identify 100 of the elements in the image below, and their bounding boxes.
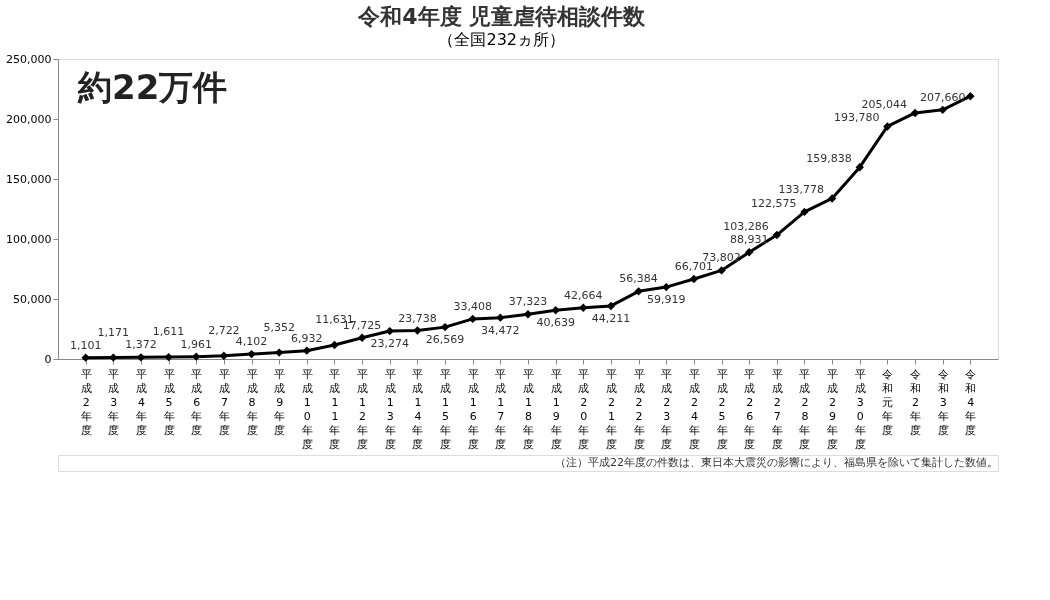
point <box>634 287 643 296</box>
point <box>357 333 367 342</box>
y-tick-label: 100,000 <box>6 232 52 246</box>
point <box>827 194 837 203</box>
data-label: 103,286 <box>723 220 769 234</box>
point <box>247 349 256 359</box>
x-tick-label: 平成30年度 <box>854 367 866 451</box>
data-label: 4,102 <box>235 335 268 349</box>
point <box>274 348 284 357</box>
x-tick-label: 平成29年度 <box>827 367 839 451</box>
x-tick-label: 平成3年度 <box>108 367 120 437</box>
point <box>468 314 477 324</box>
data-label: 2,722 <box>208 323 240 337</box>
x-tick-label: 平成8年度 <box>246 367 258 437</box>
point <box>938 105 947 114</box>
x-tick-label: 平成5年度 <box>163 367 175 437</box>
point <box>883 122 892 131</box>
point <box>579 303 588 312</box>
point <box>192 352 201 361</box>
data-label: 207,660 <box>919 90 966 104</box>
x-tick-label: 平成7年度 <box>218 367 230 437</box>
point <box>164 352 173 362</box>
data-label: 23,738 <box>398 311 437 325</box>
data-label: 193,780 <box>833 111 880 125</box>
data-label: 159,838 <box>806 152 852 166</box>
x-tick-label: 令和3年度 <box>937 367 949 437</box>
data-label: 44,211 <box>591 311 631 325</box>
data-label: 56,384 <box>619 272 658 286</box>
data-label: 1,101 <box>69 338 102 352</box>
x-tick-label: 平成28年度 <box>799 367 811 451</box>
y-tick-label: 250,000 <box>6 52 52 66</box>
x-tick-label: 平成9年度 <box>274 367 286 437</box>
x-tick-label: 平成22年度 <box>633 367 645 451</box>
x-tick-label: 平成2年度 <box>80 367 92 437</box>
chart-subtitle: （全国232ヵ所） <box>438 29 566 49</box>
point <box>855 163 864 172</box>
text: （注）平成22年度の件数は、東日本大震災の影響により、福島県を除いて集計した数値。 <box>555 456 998 469</box>
x-tick-label: 平成21年度 <box>605 367 617 451</box>
point <box>330 340 339 350</box>
data-label: 5,352 <box>263 320 295 334</box>
point <box>662 282 671 292</box>
data-label: 40,639 <box>536 316 575 330</box>
data-label: 133,778 <box>778 183 825 197</box>
point <box>81 353 90 362</box>
x-tick-label: 平成12年度 <box>357 367 369 451</box>
x-tick-label: 平成16年度 <box>467 367 479 451</box>
x-tick-label: 平成24年度 <box>688 367 700 451</box>
x-tick-label: 平成15年度 <box>440 367 452 451</box>
x-tick-label: 令和4年度 <box>965 367 977 437</box>
x-tick-label: 平成19年度 <box>550 367 562 451</box>
point <box>606 301 616 311</box>
annotation: 約22万件 <box>77 67 228 107</box>
x-tick-label: 平成17年度 <box>495 367 507 451</box>
x-tick-label: 平成25年度 <box>716 367 728 451</box>
data-label: 23,274 <box>370 337 410 351</box>
y-tick-label: 0 <box>44 352 52 366</box>
chart-title: 令和4年度 児童虐待相談件数 <box>357 3 647 29</box>
data-label: 34,472 <box>481 323 520 337</box>
data-label: 37,323 <box>508 295 548 309</box>
y-tick-label: 150,000 <box>6 172 52 186</box>
x-tick-label: 平成11年度 <box>329 367 341 451</box>
point <box>523 310 533 319</box>
data-label: 1,372 <box>125 338 157 352</box>
data-label: 6,932 <box>291 331 323 345</box>
x-tick-label: 平成14年度 <box>412 367 424 451</box>
x-tick-label: 平成6年度 <box>191 367 203 437</box>
x-tick-label: 令和2年度 <box>910 367 922 437</box>
x-tick-label: 平成27年度 <box>771 367 783 451</box>
point <box>302 346 312 355</box>
point <box>966 92 975 101</box>
x-tick-label: 令和元年度 <box>882 367 894 437</box>
y-tick-label: 50,000 <box>13 292 52 306</box>
x-tick-label: 平成4年度 <box>135 367 147 437</box>
point <box>413 326 422 335</box>
data-label: 42,664 <box>564 288 603 302</box>
y-tick-label: 200,000 <box>6 112 52 126</box>
point <box>689 274 699 284</box>
point <box>800 207 809 217</box>
point <box>772 230 782 240</box>
x-tick-label: 平成13年度 <box>384 367 396 451</box>
point <box>496 313 505 322</box>
x-tick-label: 平成23年度 <box>661 367 673 451</box>
point <box>385 326 394 336</box>
data-label: 88,931 <box>729 233 769 247</box>
data-label: 1,961 <box>180 337 212 351</box>
x-tick-label: 平成10年度 <box>301 367 313 451</box>
data-label: 1,611 <box>152 325 185 339</box>
point <box>744 248 754 257</box>
data-label: 33,408 <box>453 299 492 313</box>
point <box>440 322 450 332</box>
point <box>717 266 726 275</box>
point <box>551 306 560 315</box>
data-label: 1,171 <box>97 325 130 339</box>
x-tick-label: 平成20年度 <box>578 367 590 451</box>
data-label: 205,044 <box>861 97 908 111</box>
x-tick-label: 平成18年度 <box>523 367 534 451</box>
data-label: 122,575 <box>750 196 797 210</box>
point <box>910 108 920 118</box>
data-label: 26,569 <box>425 333 465 347</box>
x-tick-label: 平成26年度 <box>744 367 756 451</box>
